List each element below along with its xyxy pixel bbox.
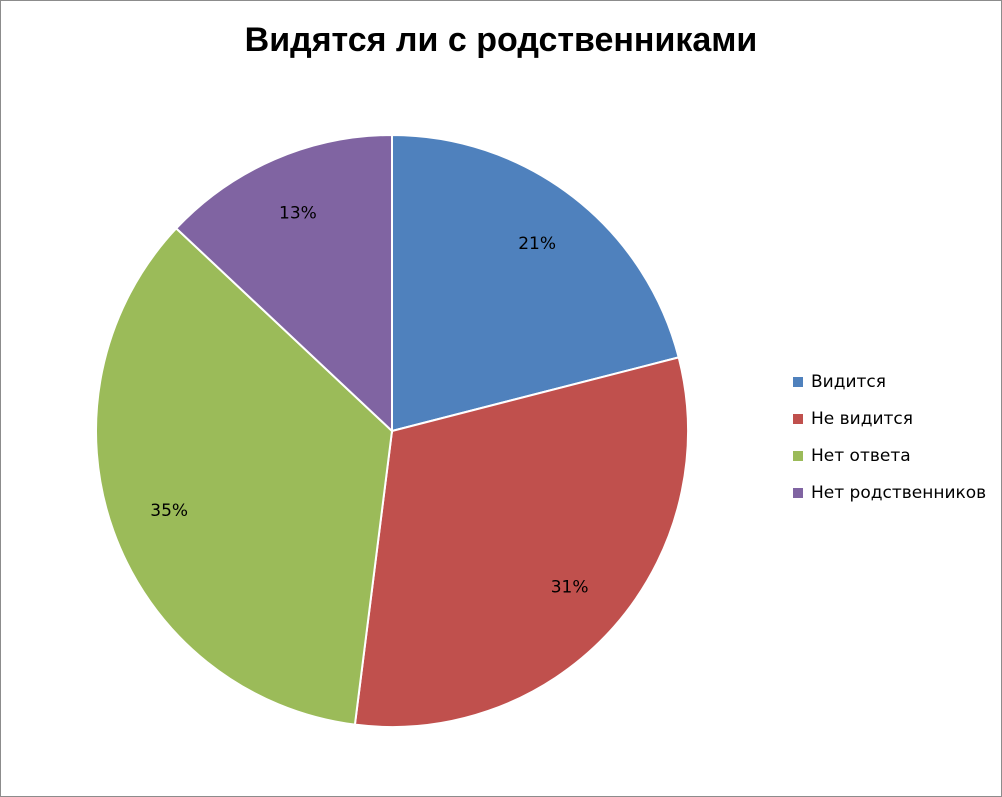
legend-item: Не видится: [793, 400, 986, 437]
legend-item: Нет ответа: [793, 437, 986, 474]
legend-label: Видится: [811, 371, 886, 392]
legend-label: Нет родственников: [811, 482, 987, 503]
slice-data-label: 35%: [150, 501, 188, 521]
pie-slice: [95, 226, 394, 726]
slice-data-label: 13%: [279, 204, 317, 224]
legend-label: Нет ответа: [811, 445, 911, 466]
legend-swatch: [793, 376, 803, 387]
chart-title: Видятся ли с родственниками: [244, 21, 758, 59]
pie-slice: [174, 133, 393, 434]
pie-slice: [391, 133, 680, 433]
slice-data-label: 31%: [551, 578, 589, 598]
pie-slice: [353, 356, 689, 728]
slice-data-label: 21%: [518, 234, 556, 254]
legend-swatch: [793, 487, 803, 498]
legend-item: Нет родственников: [793, 474, 986, 511]
legend-swatch: [793, 450, 803, 461]
legend-swatch: [793, 413, 803, 424]
legend-label: Не видится: [811, 408, 913, 429]
legend-item: Видится: [793, 363, 986, 400]
chart-legend: Видится Не видится Нет ответа Нет родств…: [793, 363, 986, 511]
